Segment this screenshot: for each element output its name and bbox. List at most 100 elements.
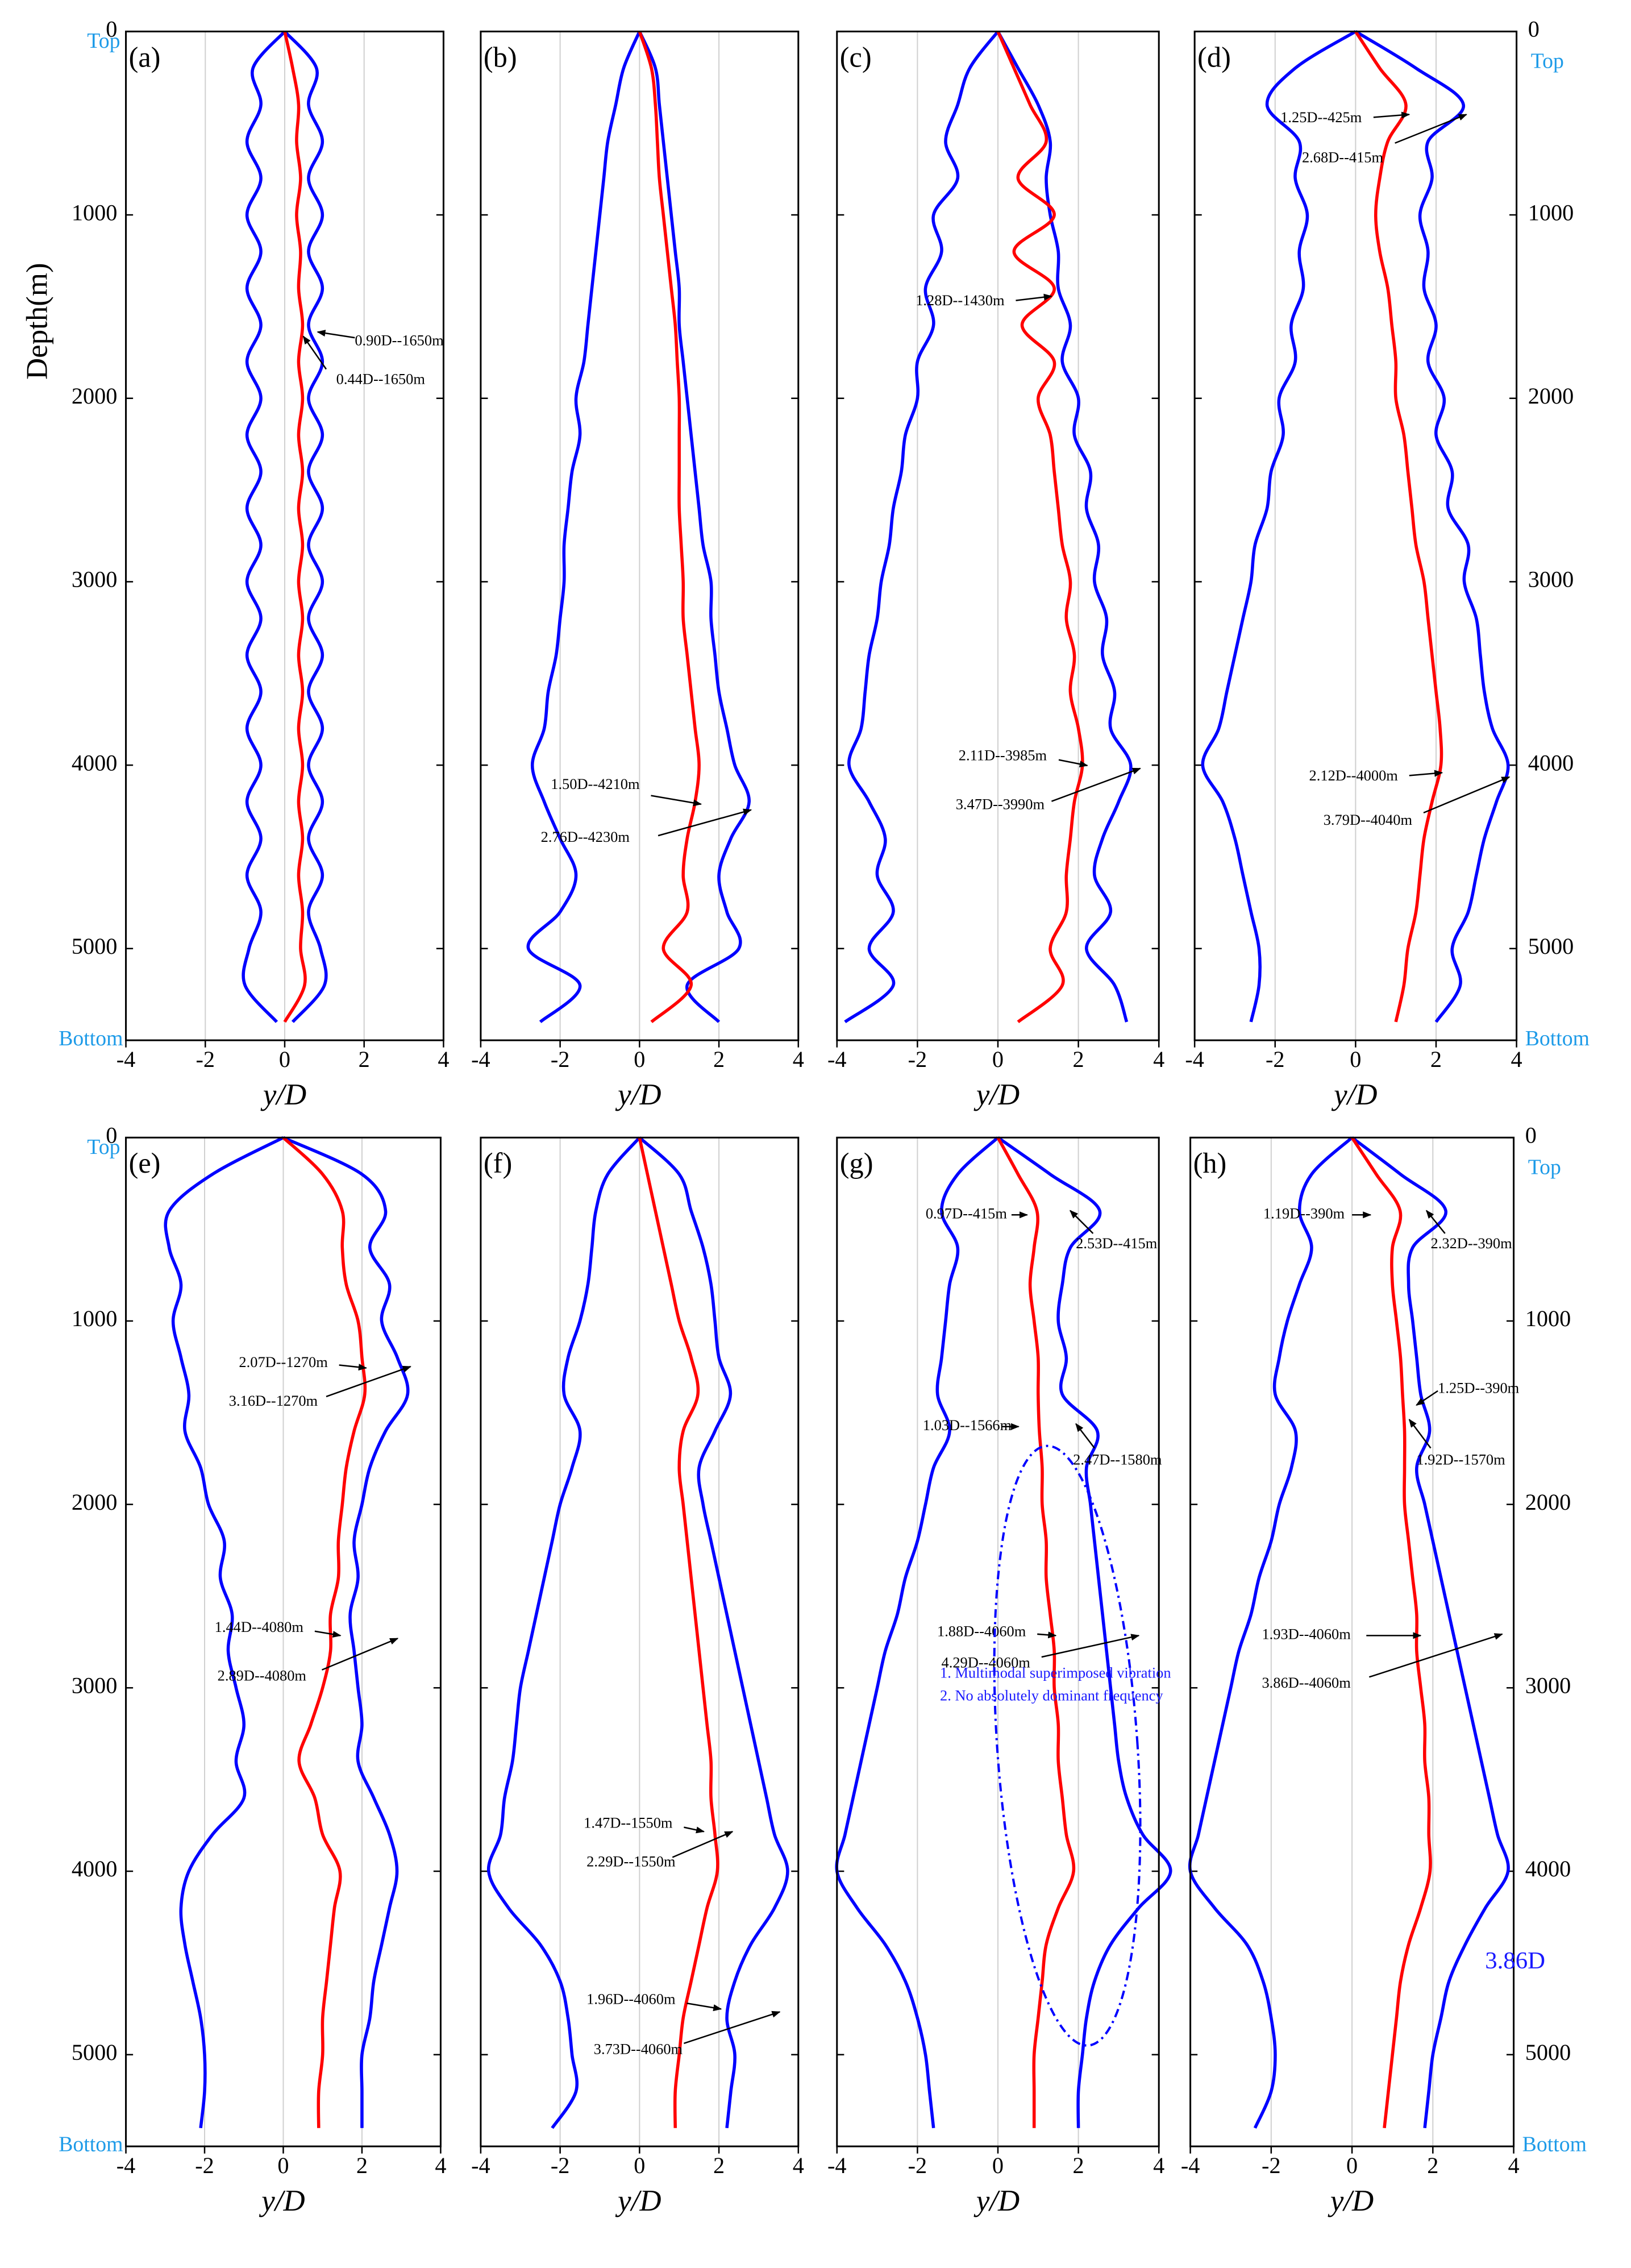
annotation: 1.47D--1550m [584,1814,673,1831]
plot-frame [1189,1136,1515,2147]
annotation-arrow [1416,1390,1438,1406]
annotation-arrow [1395,114,1467,144]
annotation: 3.73D--4060m [594,2040,683,2057]
annotation-arrow [1423,776,1511,814]
annotation: 1.19D--390m [1263,1204,1345,1222]
x-tick-label: 0 [992,2153,1004,2178]
annotation-arrow [321,1638,399,1671]
y-tick-label: 1000 [72,1306,118,1331]
y-tick-label: 1000 [1528,200,1574,225]
y-tick-label: 3000 [72,567,118,592]
x-tick-label: -4 [116,2153,136,2178]
annotation: 2.11D--3985m [959,747,1047,764]
profile-line [638,1136,789,2129]
panel: -4 -2 0 2 4 0 1000 2000 3000 4000 5000 (h) y/D Top Bot… [1181,1123,1587,2217]
x-tick-label: 0 [279,1046,290,1072]
y-tick-label: 0 [106,1123,117,1148]
annotation: 1.88D--4060m [937,1622,1026,1639]
note: 2. No absolutely dominant frequency [940,1687,1163,1704]
profile-line [164,1136,284,2129]
annotation: 2.12D--4000m [1309,767,1399,784]
x-tick-label: 2 [1073,2153,1084,2178]
x-tick-label: 4 [793,1046,804,1072]
plot-frame [836,1136,1160,2147]
annotation-arrow [1409,770,1443,777]
x-axis-label: y/D [615,2184,661,2217]
plot-frame [1193,30,1518,1041]
annotation: 2.47D--1580m [1073,1451,1162,1468]
profile-line [1188,1136,1353,2129]
annotation-arrow [686,2003,722,2012]
x-tick-label: -4 [827,2153,847,2178]
x-axis-label: y/D [973,1078,1020,1111]
annotation: 2.32D--390m [1431,1235,1513,1252]
panel-label: (c) [840,41,872,73]
annotation-arrow [314,1630,342,1638]
profile-line [638,31,751,1023]
profile-line [1350,1136,1432,2129]
x-tick-label: 4 [793,2153,804,2178]
panel-label: (h) [1193,1147,1227,1179]
panel: -4 -2 0 2 4 0 1000 2000 3000 4000 5000 (e) y/D Top Bot… [59,1123,446,2217]
y-tick-label: 4000 [72,750,118,775]
x-tick-label: -2 [195,1046,215,1072]
annotation-arrow [1368,1633,1503,1678]
y-tick-label: 0 [1528,16,1540,42]
y-tick-label: 2000 [72,1489,118,1515]
annotation: 2.68D--415m [1302,148,1384,165]
x-tick-label: 2 [1427,2153,1438,2178]
plot-frame [125,1136,442,2147]
x-tick-label: -4 [471,2153,490,2178]
plot-frame [836,30,1160,1041]
y-tick-label: 5000 [72,2039,118,2065]
x-tick-label: 4 [1153,2153,1164,2178]
profile-line [283,31,307,1023]
y-tick-label: 3000 [72,1673,118,1698]
panel-label: (b) [484,41,517,73]
x-axis-label: y/D [1328,2184,1374,2217]
bottom-label: Bottom [1522,2133,1587,2157]
profile-line [844,30,1000,1024]
panel-label: (d) [1197,41,1231,73]
annotation-arrow [1426,1210,1446,1234]
annotation-arrow [1058,759,1088,768]
annotation: 2.29D--1550m [586,1853,676,1870]
annotation: 1.96D--4060m [586,1990,676,2007]
x-tick-label: -2 [551,1046,570,1072]
annotation-arrow [302,335,327,370]
x-tick-label: 4 [435,2153,446,2178]
annotation-arrow [1075,1423,1095,1449]
x-tick-label: 2 [356,2153,368,2178]
y-tick-label: 0 [1525,1123,1537,1148]
annotation-arrow [339,1364,367,1371]
x-tick-label: -2 [1262,2153,1281,2178]
x-tick-label: -4 [471,1046,490,1072]
y-tick-label: 2000 [72,383,118,409]
x-tick-label: -4 [116,1046,136,1072]
plot-frame [480,30,800,1041]
profile-line [835,1136,999,2129]
annotation-arrow [326,1365,411,1398]
annotation: 0.97D--415m [926,1204,1008,1222]
profile-line [282,1136,410,2128]
profile-line [638,31,701,1023]
x-tick-label: 4 [1511,1046,1522,1072]
x-tick-label: -4 [1181,2153,1200,2178]
y-tick-label: 2000 [1528,383,1574,409]
bottom-label: Bottom [59,1027,123,1050]
x-tick-label: -2 [908,1046,927,1072]
y-tick-label: 1000 [1525,1306,1571,1331]
y-tick-label: 1000 [72,200,118,225]
x-axis-label: y/D [973,2184,1020,2217]
profile-line [283,30,328,1023]
panel-label: (f) [484,1147,512,1179]
annotation-arrow [1373,111,1411,119]
annotation: 0.90D--1650m [355,332,444,349]
y-tick-label: 5000 [1528,933,1574,959]
annotation-arrow [1051,767,1141,802]
annotation: 2.07D--1270m [239,1353,328,1370]
annotation: 3.86D--4060m [1262,1674,1351,1691]
x-axis-label: y/D [615,1078,661,1111]
y-tick-label: 5000 [1525,2039,1571,2065]
